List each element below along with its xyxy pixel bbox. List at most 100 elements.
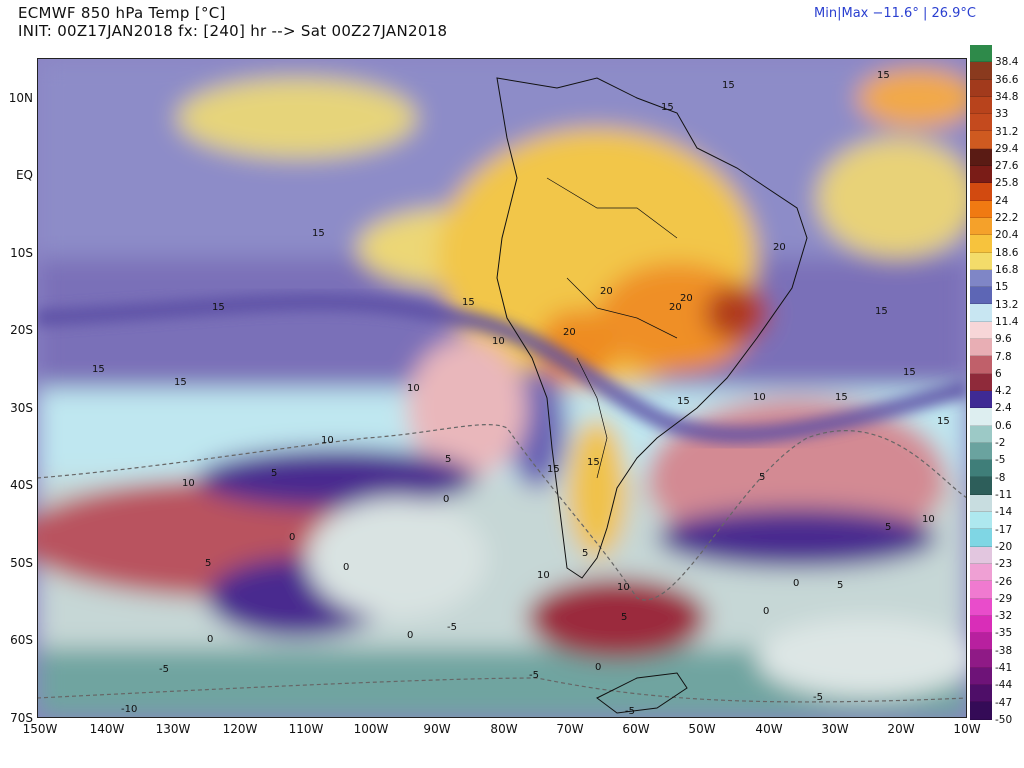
contour-label: 0 [207, 634, 213, 645]
lat-label: 30S [10, 401, 33, 415]
contour-label: 0 [343, 562, 349, 573]
contour-label: 20 [563, 327, 576, 338]
drake-red-band [527, 578, 707, 658]
contour-label: 15 [174, 377, 187, 388]
contour-label: 15 [312, 228, 325, 239]
colorbar-label: -17 [995, 523, 1013, 536]
colorbar-cell [970, 114, 992, 132]
colorbar-label: -41 [995, 662, 1013, 675]
colorbar-cell [970, 477, 992, 495]
sa-hot-core [597, 263, 757, 373]
colorbar-cell [970, 408, 992, 426]
atlantic-cold-swirl [757, 618, 967, 698]
colorbar-cell [970, 304, 992, 322]
colorbar-cell [970, 45, 992, 63]
colorbar-cell [970, 563, 992, 582]
colorbar-label: 2.4 [995, 402, 1012, 415]
contour-label: -10 [121, 704, 137, 715]
colorbar-label: 6 [995, 367, 1002, 380]
contour-label: 0 [763, 606, 769, 617]
lat-label: 10S [10, 246, 33, 260]
subtropical-jet-stripe [37, 293, 967, 444]
colorbar-label: 36.6 [995, 73, 1019, 86]
colorbar-cell [970, 96, 992, 115]
contour-label: 15 [92, 364, 105, 375]
colorbar-label: -50 [995, 714, 1013, 726]
colorbar-cell [970, 148, 992, 167]
colorbar-label: 18.6 [995, 246, 1019, 259]
colorbar-label: 0.6 [995, 419, 1012, 432]
lon-label: 40W [755, 722, 783, 736]
pacific-cold-swirl [307, 498, 487, 618]
contour-label: -5 [529, 670, 539, 681]
colorbar-cell [970, 321, 992, 340]
contour-label: 20 [600, 286, 613, 297]
colorbar-cell [970, 183, 992, 201]
colorbar-label: 31.2 [995, 125, 1019, 138]
colorbar-cell [970, 269, 992, 288]
colorbar-cell [970, 217, 992, 236]
atlantic-purple-arc [657, 508, 937, 568]
colorbar-label: 9.6 [995, 333, 1012, 346]
colorbar-cell [970, 529, 992, 547]
colorbar-label: 11.4 [995, 315, 1019, 328]
colorbar-label: 16.8 [995, 264, 1019, 276]
contour-label: 15 [661, 102, 674, 113]
lon-label: 130W [155, 722, 191, 736]
temperature-field: 15 15 15 15 15 15 15 15 15 15 15 15 15 1… [37, 58, 967, 718]
colorbar-label: -38 [995, 644, 1013, 657]
pacific-pink-tongue [407, 338, 527, 478]
contour-label: 20 [669, 302, 682, 313]
brazil-hotspot [705, 285, 769, 341]
colorbar-cell [970, 287, 992, 305]
contour-label: 0 [793, 578, 799, 589]
lat-label: 60S [10, 633, 33, 647]
colorbar-label: -23 [995, 558, 1013, 571]
colorbar-label: 22.2 [995, 212, 1019, 225]
contour-label: 5 [582, 548, 588, 559]
colorbar-label: -14 [995, 506, 1013, 519]
colorbar-label: 38.4 [995, 56, 1019, 69]
lon-label: 110W [288, 722, 324, 736]
colorbar-label: -5 [995, 454, 1006, 467]
contour-label: 0 [595, 662, 601, 673]
contour-label: 0 [407, 630, 413, 641]
colorbar-cell [970, 650, 992, 668]
colorbar-label: -11 [995, 489, 1013, 501]
colorbar-cell [970, 79, 992, 97]
colorbar-cell [970, 633, 992, 651]
colorbar-label: 29.4 [995, 142, 1019, 155]
contour-label: 15 [677, 396, 690, 407]
colorbar-cell [970, 442, 992, 461]
country-border-3 [576, 357, 608, 479]
zero-contour-north [37, 424, 967, 601]
south-america-outline [496, 77, 808, 579]
contour-label: 15 [587, 457, 600, 468]
colorbar-cell [970, 581, 992, 599]
lat-label: 70S [10, 711, 33, 725]
antarctic-peninsula [596, 672, 688, 714]
lon-label: 150W [22, 722, 58, 736]
lon-label: 50W [688, 722, 716, 736]
colorbar-cell [970, 460, 992, 478]
colorbar-label: 24 [995, 194, 1009, 207]
colorbar-label: 7.8 [995, 350, 1012, 363]
contour-label: 15 [835, 392, 848, 403]
lon-label: 120W [222, 722, 258, 736]
title-line-1: ECMWF 850 hPa Temp [°C] [18, 4, 226, 22]
contour-label: 5 [885, 522, 891, 533]
contour-label: 15 [877, 70, 890, 81]
contour-label: 15 [937, 416, 950, 427]
lon-label: 100W [353, 722, 389, 736]
colorbar-cell [970, 615, 992, 634]
colorbar-cell [970, 512, 992, 530]
colorbar-cell [970, 546, 992, 564]
contour-label: 10 [537, 570, 550, 581]
contour-label: -5 [447, 622, 457, 633]
lat-label: 50S [10, 556, 33, 570]
colorbar-cell [970, 390, 992, 409]
colorbar-cell [970, 598, 992, 616]
colorbar-cell [970, 373, 992, 391]
pacific-warm-patch [177, 78, 417, 158]
country-border-2 [566, 277, 678, 339]
